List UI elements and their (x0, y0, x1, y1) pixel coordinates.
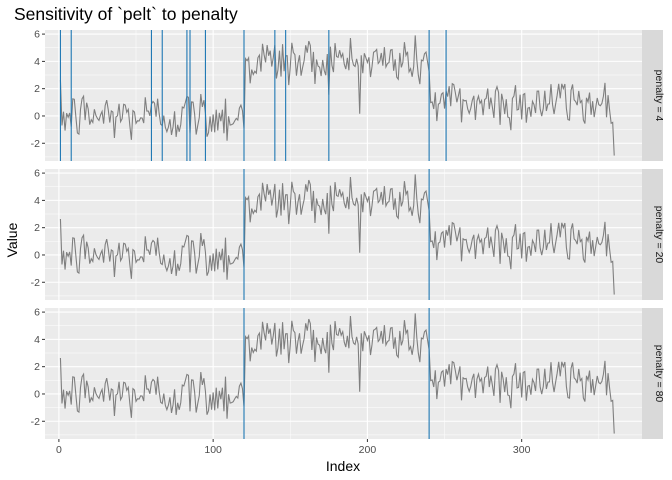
y-tick-label: 2 (34, 83, 40, 95)
facet-panel: -2 0 2 4 6 penalty = 80 (31, 307, 665, 439)
facet-strip-label: penalty = 20 (653, 206, 665, 264)
y-tick-label: 4 (34, 56, 40, 68)
panel-background (45, 30, 642, 161)
facet-strip (642, 30, 663, 161)
y-tick-label: 0 (34, 110, 40, 122)
chart-title: Sensitivity of `pelt` to penalty (14, 4, 238, 24)
panel-background (45, 169, 642, 300)
x-tick-label: 100 (204, 444, 222, 456)
facet-panel: -2 0 2 4 6 penalty = 20 (31, 168, 665, 300)
x-axis-label: Index (326, 458, 360, 474)
y-tick-label: -2 (31, 416, 40, 428)
y-tick-label: 0 (34, 249, 40, 261)
y-tick-label: 4 (34, 195, 40, 207)
y-tick-label: 4 (34, 334, 40, 346)
y-tick-label: 0 (34, 388, 40, 400)
facet-strip-label: penalty = 4 (653, 70, 665, 122)
x-tick-label: 0 (56, 444, 62, 456)
y-tick-label: -2 (31, 277, 40, 289)
series-line (59, 313, 615, 434)
series-line (59, 174, 615, 295)
facet-panels: -2 0 2 4 6 penalty = 4 -2 0 2 4 6 penalty = 20 -2 0 2 4… (31, 29, 665, 439)
y-tick-label: 6 (34, 168, 40, 180)
panel-background (45, 308, 642, 439)
facet-strip (642, 169, 663, 300)
x-tick-label: 300 (513, 444, 531, 456)
y-tick-label: -2 (31, 138, 40, 150)
y-tick-label: 2 (34, 222, 40, 234)
y-tick-label: 2 (34, 361, 40, 373)
series-line (59, 35, 615, 156)
y-tick-label: 6 (34, 307, 40, 319)
y-tick-label: 6 (34, 29, 40, 41)
x-axis: 0 100 200 300 (56, 439, 531, 456)
facet-strip-label: penalty = 80 (653, 345, 665, 403)
x-tick-label: 200 (359, 444, 377, 456)
facet-panel: -2 0 2 4 6 penalty = 4 (31, 29, 665, 161)
y-axis-label: Value (4, 222, 20, 257)
facet-strip (642, 308, 663, 439)
